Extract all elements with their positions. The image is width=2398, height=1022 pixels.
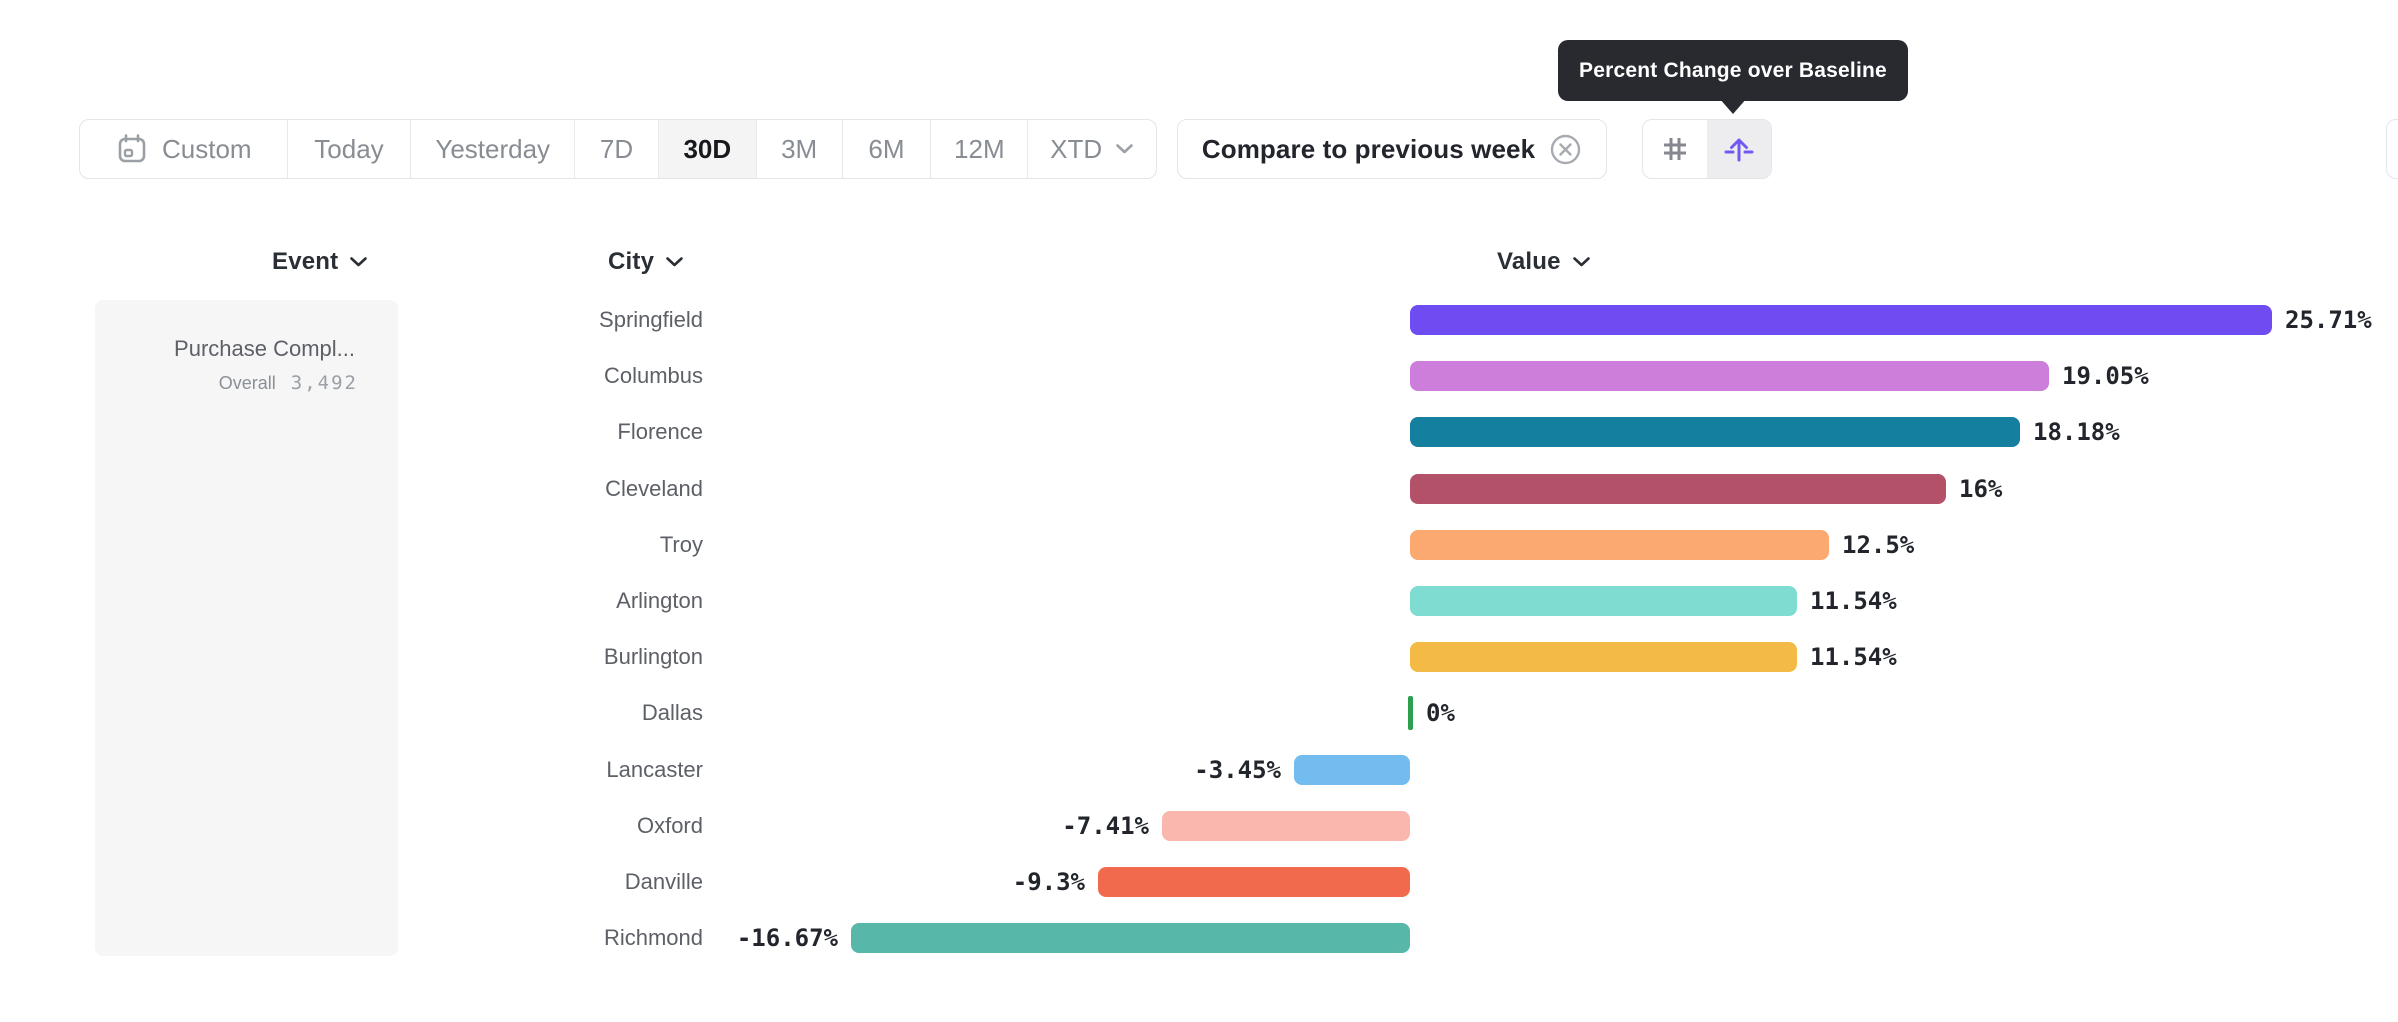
date-range-picker: Custom Today Yesterday 7D 30D 3M 6M 12M … xyxy=(79,119,1157,179)
value-label: 18.18% xyxy=(2033,418,2120,446)
date-range-custom[interactable]: Custom xyxy=(80,120,287,178)
chart-row: Dallas 0% xyxy=(0,685,2398,741)
tooltip-percent-change: Percent Change over Baseline xyxy=(1558,40,1908,101)
chevron-down-icon xyxy=(665,256,684,268)
chart-row: Florence 18.18% xyxy=(0,404,2398,460)
date-range-yesterday[interactable]: Yesterday xyxy=(410,120,574,178)
column-header-value[interactable]: Value xyxy=(1497,246,1591,278)
compare-to-previous-week-button[interactable]: Compare to previous week xyxy=(1177,119,1607,179)
city-label: Florence xyxy=(617,419,703,444)
value-bar[interactable] xyxy=(1410,361,2049,391)
city-label: Richmond xyxy=(603,925,703,950)
clipped-edge-button[interactable] xyxy=(2386,119,2398,179)
value-label: -7.41% xyxy=(1062,812,1149,840)
percent-change-baseline-toggle[interactable] xyxy=(1707,120,1771,178)
city-label: Danville xyxy=(624,869,703,894)
date-range-label: Today xyxy=(314,133,384,164)
value-label: -16.67% xyxy=(736,924,838,952)
value-label: 12.5% xyxy=(1842,531,1915,559)
overall-value: 3,492 xyxy=(290,372,358,394)
chevron-down-icon xyxy=(349,256,368,268)
date-range-label: 7D xyxy=(599,133,634,164)
city-label: Columbus xyxy=(603,363,703,388)
value-bar[interactable] xyxy=(1410,586,1797,616)
city-label: Troy xyxy=(659,532,703,557)
value-label: -3.45% xyxy=(1194,756,1281,784)
value-bar[interactable] xyxy=(851,923,1410,953)
chevron-down-icon xyxy=(1572,256,1591,268)
chart-row: Cleveland 16% xyxy=(0,461,2398,517)
column-header-event[interactable]: Event xyxy=(272,246,368,278)
date-range-3m[interactable]: 3M xyxy=(755,120,842,178)
date-range-label: 30D xyxy=(683,133,732,164)
chart-row: Burlington 11.54% xyxy=(0,629,2398,685)
date-range-6m[interactable]: 6M xyxy=(841,120,931,178)
city-label: Cleveland xyxy=(605,476,703,501)
overall-label: Overall xyxy=(218,373,276,393)
city-label: Lancaster xyxy=(606,757,703,782)
chevron-down-icon xyxy=(1115,143,1134,155)
date-range-label: XTD xyxy=(1050,133,1103,164)
value-bar[interactable] xyxy=(1410,417,2020,447)
city-label: Oxford xyxy=(636,813,703,838)
chart-row: Oxford -7.41% xyxy=(0,798,2398,854)
date-range-30d[interactable]: 30D xyxy=(657,120,756,178)
value-label: 0% xyxy=(1426,699,1455,727)
remove-comparison-icon[interactable] xyxy=(1549,133,1582,166)
chart-row: Lancaster -3.45% xyxy=(0,742,2398,798)
date-range-label: 6M xyxy=(868,133,905,164)
value-bar[interactable] xyxy=(1410,305,2272,335)
hash-grid-icon xyxy=(1658,132,1692,166)
zero-baseline-tick[interactable] xyxy=(1408,696,1413,730)
compare-label: Compare to previous week xyxy=(1201,133,1536,164)
date-range-label: Yesterday xyxy=(435,133,551,164)
value-bar[interactable] xyxy=(1294,755,1410,785)
value-label: 19.05% xyxy=(2062,362,2149,390)
date-range-xtd[interactable]: XTD xyxy=(1027,120,1156,178)
chart-row: Springfield 25.71% xyxy=(0,292,2398,348)
value-label: -9.3% xyxy=(1012,868,1085,896)
value-label: 11.54% xyxy=(1810,643,1897,671)
date-range-12m[interactable]: 12M xyxy=(930,120,1027,178)
city-label: Burlington xyxy=(603,644,703,669)
date-range-7d[interactable]: 7D xyxy=(574,120,658,178)
value-bar[interactable] xyxy=(1162,811,1410,841)
city-label: Springfield xyxy=(599,307,703,332)
chart-row: Troy 12.5% xyxy=(0,517,2398,573)
percent-change-over-baseline-icon xyxy=(1722,132,1756,166)
value-bar[interactable] xyxy=(1410,530,1829,560)
event-overall-row: Overall 3,492 xyxy=(115,372,358,394)
column-header-label: Event xyxy=(272,248,339,275)
calendar-icon xyxy=(115,132,149,166)
value-bar[interactable] xyxy=(1410,474,1946,504)
city-label: Arlington xyxy=(616,588,703,613)
chart-row: Columbus 19.05% xyxy=(0,348,2398,404)
chart-row: Richmond -16.67% xyxy=(0,910,2398,966)
column-header-label: Value xyxy=(1497,248,1561,275)
chart-row: Danville -9.3% xyxy=(0,854,2398,910)
date-range-label: 12M xyxy=(954,133,1005,164)
tooltip-caret xyxy=(1719,98,1747,114)
chart-rows: Springfield 25.71% Columbus 19.05% Florence 1… xyxy=(0,292,2398,972)
column-header-city[interactable]: City xyxy=(608,246,684,278)
value-display-toggle xyxy=(1642,119,1772,179)
column-header-label: City xyxy=(608,248,655,275)
value-label: 16% xyxy=(1959,475,2003,503)
chart-row: Arlington 11.54% xyxy=(0,573,2398,629)
event-name: Purchase Compl... xyxy=(174,336,355,361)
toolbar: Custom Today Yesterday 7D 30D 3M 6M 12M … xyxy=(0,119,2398,179)
value-bar[interactable] xyxy=(1410,642,1797,672)
value-label: 25.71% xyxy=(2285,306,2372,334)
value-bar[interactable] xyxy=(1098,867,1410,897)
city-label: Dallas xyxy=(641,700,703,725)
date-range-label: Custom xyxy=(162,133,252,164)
value-label: 11.54% xyxy=(1810,587,1897,615)
date-range-label: 3M xyxy=(781,133,818,164)
date-range-today[interactable]: Today xyxy=(286,120,411,178)
event-panel[interactable]: Purchase Compl... Overall 3,492 xyxy=(95,300,398,956)
grid-values-toggle[interactable] xyxy=(1643,120,1707,178)
